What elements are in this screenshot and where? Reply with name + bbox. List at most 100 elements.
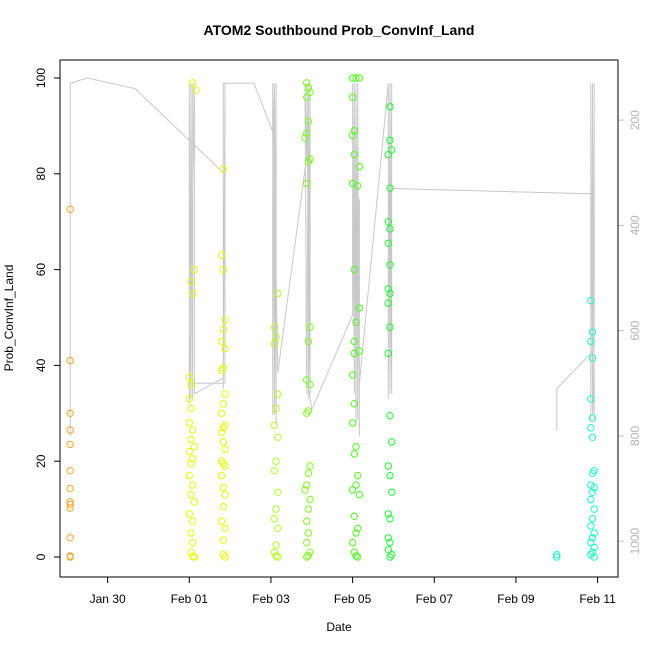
data-point <box>301 134 309 142</box>
data-point <box>590 553 598 561</box>
data-point <box>66 356 74 365</box>
y2-tick-label: 800 <box>628 426 642 446</box>
data-point <box>274 488 282 496</box>
data-point <box>270 323 279 331</box>
series-2 <box>270 289 282 561</box>
data-point <box>66 504 74 512</box>
x-tick-label: Feb 07 <box>416 592 454 606</box>
y2-tick-label: 400 <box>628 215 642 235</box>
data-point <box>386 103 394 111</box>
data-point <box>219 536 228 544</box>
data-point <box>301 486 309 494</box>
data-point <box>384 218 392 226</box>
data-point <box>354 524 362 532</box>
data-point <box>306 88 314 97</box>
y-tick-label: 0 <box>34 553 48 560</box>
data-point <box>587 424 595 432</box>
axes-layer: 0 20 40 60 80 100 Jan 30 Feb 01 Feb 03 Feb 05 Feb … <box>34 68 642 606</box>
data-point <box>350 337 358 346</box>
data-point <box>189 517 197 525</box>
data-point <box>352 318 360 326</box>
data-point <box>274 289 282 298</box>
data-point <box>386 553 394 561</box>
plot-frame <box>59 59 619 578</box>
data-point <box>386 412 394 420</box>
data-point <box>386 471 394 480</box>
data-point <box>66 205 74 213</box>
data-point <box>590 529 598 537</box>
data-point <box>190 265 199 274</box>
data-point <box>303 553 311 561</box>
y-axis-label: Prob_ConvInf_Land <box>2 265 16 372</box>
data-point <box>350 150 358 159</box>
data-point <box>348 93 357 101</box>
data-point <box>189 426 197 434</box>
data-point <box>590 483 598 492</box>
data-point <box>219 424 228 432</box>
data-point <box>304 469 313 477</box>
data-point <box>588 534 597 542</box>
data-point <box>306 380 314 389</box>
data-point <box>350 548 358 556</box>
data-point <box>386 289 394 298</box>
data-point <box>348 486 357 494</box>
data-point <box>388 488 396 496</box>
data-point <box>187 459 195 468</box>
data-point <box>190 498 199 506</box>
data-point <box>219 438 228 446</box>
data-point <box>587 337 595 346</box>
data-point <box>66 467 74 475</box>
data-point <box>185 373 194 382</box>
data-point <box>355 162 364 171</box>
data-point <box>187 491 195 499</box>
data-point <box>384 546 392 554</box>
data-point <box>221 462 229 470</box>
data-point <box>384 462 392 470</box>
data-point <box>189 481 197 489</box>
data-point <box>587 297 595 305</box>
data-point <box>217 428 226 437</box>
data-point <box>185 395 194 403</box>
y2-tick-label: 1000 <box>628 528 642 555</box>
data-point <box>217 409 226 417</box>
data-point <box>217 517 226 525</box>
data-point <box>384 349 392 358</box>
data-point <box>190 553 199 561</box>
data-point <box>187 548 195 556</box>
data-point <box>219 325 228 334</box>
data-point <box>219 265 228 274</box>
data-point <box>303 79 311 87</box>
data-point <box>217 337 226 346</box>
data-point <box>185 419 194 427</box>
data-point <box>185 447 194 456</box>
series-0 <box>66 205 74 561</box>
data-point <box>221 524 229 532</box>
data-point <box>386 225 394 233</box>
data-point <box>355 74 364 82</box>
data-point <box>66 426 74 434</box>
data-point <box>66 534 74 542</box>
data-point <box>192 86 200 94</box>
data-point <box>189 455 197 463</box>
data-point <box>553 553 561 561</box>
x-tick-label: Jan 30 <box>90 592 126 606</box>
y-tick-label: 100 <box>34 68 48 88</box>
x-tick-label: Feb 09 <box>497 592 535 606</box>
data-point <box>304 551 313 560</box>
y-tick-label: 60 <box>34 263 48 277</box>
data-point <box>388 146 396 154</box>
data-point <box>221 390 229 398</box>
data-point <box>354 471 362 480</box>
data-point <box>66 553 74 561</box>
data-point <box>270 467 279 475</box>
data-point <box>221 344 229 353</box>
y2-tick-label: 600 <box>628 320 642 340</box>
data-point <box>386 136 394 145</box>
data-point <box>66 484 74 493</box>
data-point <box>303 481 311 489</box>
series-4 <box>348 74 364 561</box>
data-point <box>66 440 74 449</box>
data-point <box>306 548 314 556</box>
data-point <box>352 443 360 451</box>
data-point <box>590 543 598 552</box>
